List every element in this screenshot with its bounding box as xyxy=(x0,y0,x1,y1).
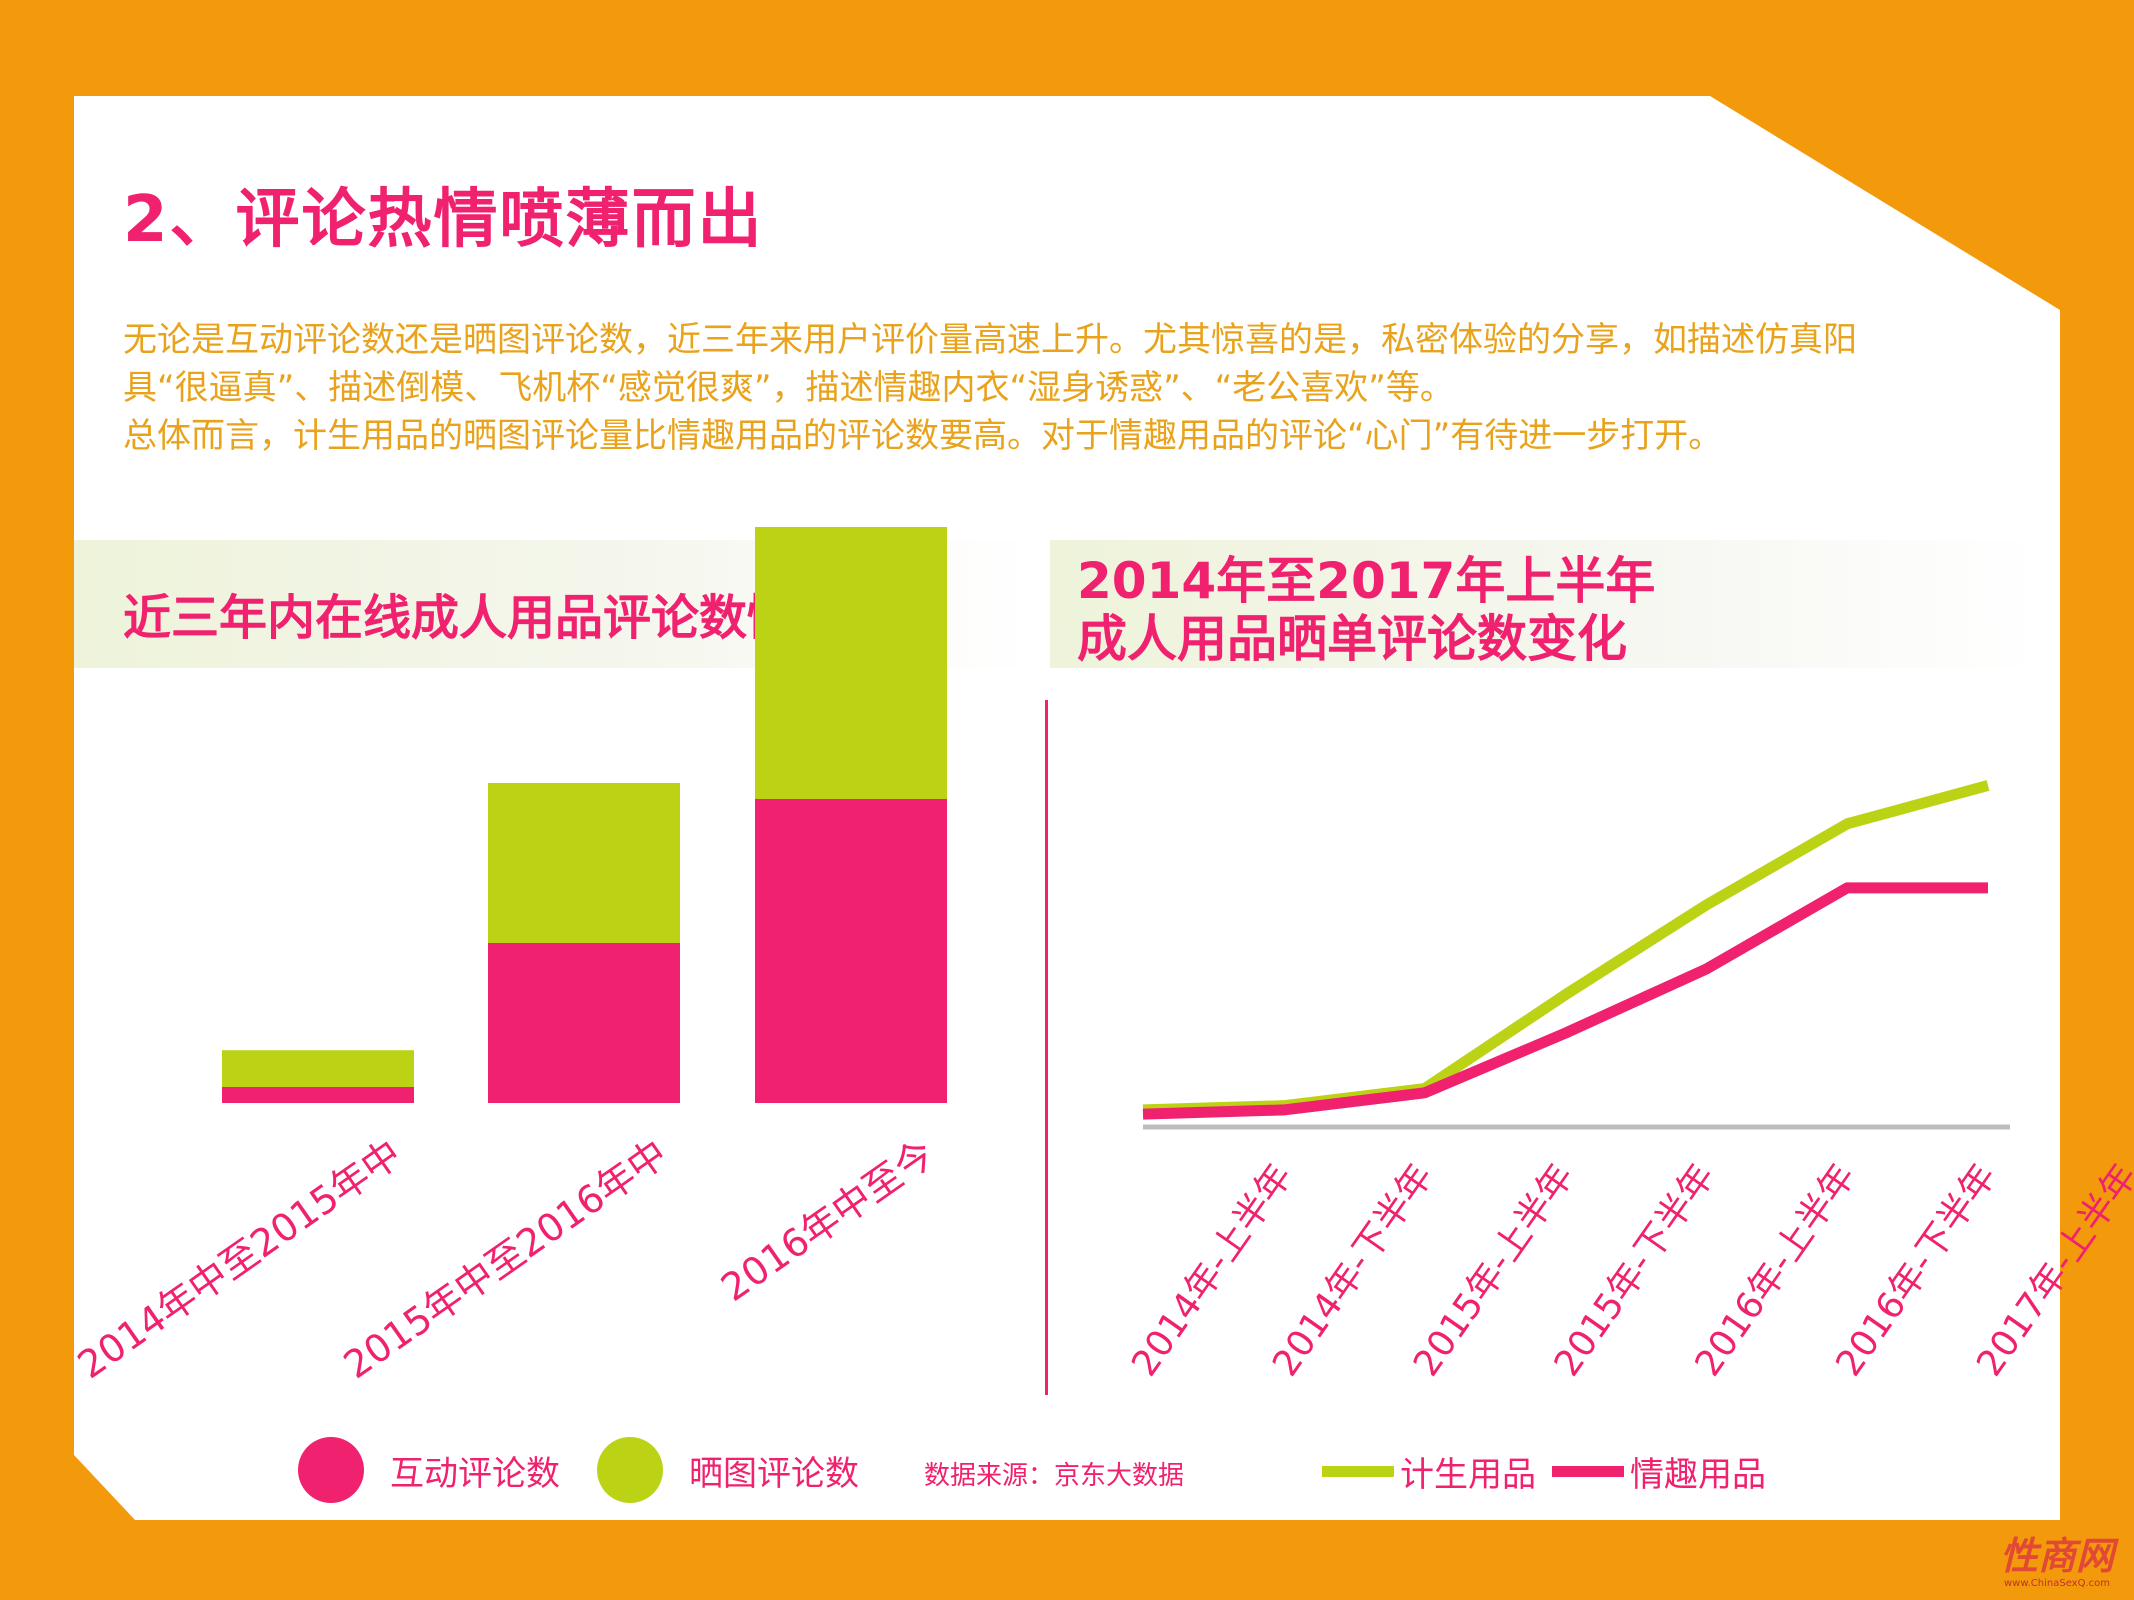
legend-interactive-label: 互动评论数 xyxy=(390,1453,560,1494)
chart-divider xyxy=(1045,700,1048,1395)
legend-photo-label: 晒图评论数 xyxy=(689,1453,859,1494)
page-title: 2、评论热情喷薄而出 xyxy=(123,183,764,257)
bar-chart-heading: 近三年内在线成人用品评论数情况 xyxy=(123,590,844,646)
legend-green-dot-icon xyxy=(597,1437,663,1503)
paragraph-line: 总体而言，计生用品的晒图评论量比情趣用品的评论数要高。对于情趣用品的评论“心门”… xyxy=(123,416,1723,456)
legend-interactive: 互动评论数 xyxy=(298,1437,560,1503)
bar-photo xyxy=(222,1050,414,1087)
bar-interactive xyxy=(488,943,680,1103)
watermark-logo: 性商网 www.ChinaSexQ.com xyxy=(2000,1525,2114,1589)
legend-pink-line-icon xyxy=(1552,1466,1624,1477)
line-chart-heading-line: 成人用品晒单评论数变化 xyxy=(1077,610,1627,668)
legend-pink-dot-icon xyxy=(298,1437,364,1503)
intro-paragraph: 无论是互动评论数还是晒图评论数，近三年来用户评价量高速上升。尤其惊喜的是，私密体… xyxy=(123,316,1993,460)
bar-interactive xyxy=(222,1087,414,1103)
watermark-main: 性商网 xyxy=(2000,1534,2115,1578)
legend-family-label: 计生用品 xyxy=(1400,1455,1536,1495)
legend-erotic: 情趣用品 xyxy=(1552,1447,1766,1496)
line-chart-heading: 2014年至2017年上半年 成人用品晒单评论数变化 xyxy=(1077,552,1655,668)
data-source: 数据来源：京东大数据 xyxy=(924,1461,1185,1491)
bar-photo xyxy=(488,783,680,943)
line-erotic-products xyxy=(1142,882,1988,1120)
paragraph-line: 无论是互动评论数还是晒图评论数，近三年来用户评价量高速上升。尤其惊喜的是，私密体… xyxy=(123,320,1857,360)
paragraph-line: 具“很逼真”、描述倒模、飞机杯“感觉很爽”，描述情趣内衣“湿身诱惑”、“老公喜欢… xyxy=(123,368,1454,408)
legend-erotic-label: 情趣用品 xyxy=(1630,1455,1766,1495)
watermark-sub: www.ChinaSexQ.com xyxy=(2004,1578,2111,1589)
right-heading-band xyxy=(1050,540,2040,668)
line-family-products xyxy=(1142,780,1990,1116)
line-chart-heading-line: 2014年至2017年上半年 xyxy=(1077,552,1656,610)
legend-green-line-icon xyxy=(1322,1466,1394,1477)
legend-family: 计生用品 xyxy=(1322,1447,1536,1496)
bar-photo xyxy=(755,527,947,799)
bar-interactive xyxy=(755,799,947,1103)
legend-photo: 晒图评论数 xyxy=(597,1437,859,1503)
